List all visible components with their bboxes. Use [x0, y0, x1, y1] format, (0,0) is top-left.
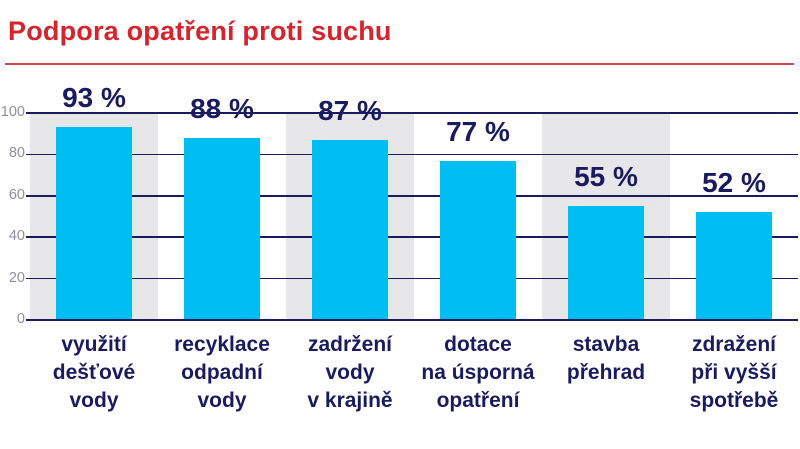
y-axis-tick-label: 80 — [8, 145, 25, 162]
bar-category-label: dotace na úsporná opatření — [404, 331, 552, 415]
y-axis-tick-label: 100 — [0, 104, 25, 120]
bar — [184, 137, 260, 320]
bar-value-label: 87 % — [318, 94, 382, 126]
bar-category-label: zadržení vody v krajině — [276, 331, 424, 415]
bar-category-label-line: přehrad — [566, 361, 646, 384]
y-axis-tick-label: 20 — [8, 269, 25, 286]
y-axis-tick-label: 0 — [16, 311, 25, 327]
bar-category-label-line: vody — [325, 361, 375, 384]
bar — [568, 206, 644, 320]
bar-category-label: zdražení při vyšší spotřebě — [660, 331, 800, 415]
bar-category-label-line: vody — [69, 389, 119, 412]
bar-category-label-line: stavba — [572, 333, 640, 356]
bar-category-label-line: recyklace — [174, 333, 270, 356]
bar-category-label-line: vody — [197, 389, 247, 412]
bar-category-label-line: dotace — [444, 333, 512, 356]
bar-category-label-line: dešťové — [52, 361, 136, 384]
bar — [440, 160, 516, 320]
gridline — [26, 112, 798, 114]
bar-category-label-line: na úsporná — [421, 361, 535, 384]
bar-value-label: 52 % — [702, 167, 766, 199]
bar-category-label: stavba přehrad — [532, 331, 680, 387]
gridline — [26, 236, 798, 238]
bar-value-label: 77 % — [446, 115, 510, 147]
gridline — [26, 195, 798, 197]
bar-value-label: 93 % — [62, 82, 126, 114]
bar-category-label-line: opatření — [436, 389, 520, 412]
bar — [56, 127, 132, 320]
bar — [696, 212, 772, 320]
y-axis-tick-label: 60 — [8, 186, 25, 203]
bar-category-label-line: zadržení — [307, 333, 393, 356]
bar-category-label-line: spotřebě — [689, 389, 779, 412]
bar-category-label-line: zdražení — [691, 333, 777, 356]
gridline — [26, 319, 798, 322]
title-divider-line — [5, 63, 794, 65]
bar-category-label: využití dešťové vody — [20, 331, 168, 415]
bar-category-label-line: využití — [61, 333, 127, 356]
page-title: Podpora opatření proti suchu — [8, 16, 392, 46]
bar-category-label: recyklace odpadní vody — [148, 331, 296, 415]
bar-category-label-line: při vyšší — [691, 361, 777, 384]
bar-value-label: 88 % — [190, 92, 254, 124]
bar-category-label-line: odpadní — [181, 361, 263, 384]
gridline — [26, 153, 798, 156]
bar-category-label-line: v krajině — [307, 389, 393, 412]
bar-value-label: 55 % — [574, 161, 638, 193]
bar — [312, 139, 388, 320]
y-axis-tick-label: 40 — [8, 228, 25, 245]
gridline — [26, 277, 798, 280]
